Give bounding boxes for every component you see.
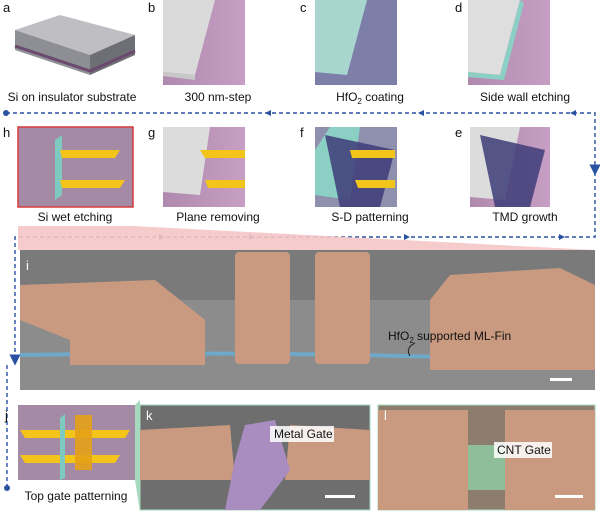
panel-letter: i [26, 258, 29, 273]
panel-a [14, 15, 136, 75]
label-bg [494, 442, 552, 458]
caption: Si on insulator substrate [8, 90, 137, 104]
caption: Si wet etching [38, 210, 113, 224]
caption-part: coating [362, 90, 404, 104]
caption-sub: 2 [357, 97, 362, 106]
annotation-sub: 2 [409, 336, 414, 345]
panel-letters: a b c d h g f e i j k l [3, 0, 462, 423]
annotation-part: supported ML-Fin [414, 329, 511, 343]
zoom-band-j [135, 400, 140, 512]
panel-k [139, 404, 371, 511]
annotation: HfO2 supported ML-Fin [388, 329, 511, 345]
panel-h [17, 126, 134, 208]
panel-letter: c [300, 0, 307, 15]
panel-letter: a [3, 0, 11, 15]
pointer [407, 342, 416, 357]
caption: Top gate patterning [25, 489, 128, 503]
panel-i [19, 250, 596, 390]
panel-l [377, 404, 596, 511]
panel-f [315, 127, 397, 207]
panel-letter: j [4, 408, 8, 423]
caption: Side wall etching [480, 90, 570, 104]
annotation-part: HfO [388, 329, 409, 343]
caption-part: HfO [336, 90, 357, 104]
annotation: Metal Gate [274, 427, 333, 441]
panel-e [470, 127, 550, 207]
label-bg [270, 426, 334, 442]
panel-letter: h [3, 125, 10, 140]
flow-arrows [3, 110, 600, 491]
caption: 300 nm-step [185, 90, 252, 104]
caption: S-D patterning [331, 210, 408, 224]
caption: TMD growth [492, 210, 557, 224]
panel-b [163, 0, 245, 85]
panel-c [315, 0, 397, 85]
panel-letter: b [148, 0, 155, 15]
panel-letter: g [148, 125, 155, 140]
panel-g [163, 127, 245, 207]
zoom-band [18, 207, 595, 250]
panel-letter: f [300, 125, 304, 140]
panel-j [18, 405, 135, 480]
annotation: CNT Gate [497, 443, 551, 457]
panel-letter: l [384, 408, 387, 423]
panel-letter: k [146, 408, 153, 423]
caption: HfO2 coating [336, 90, 404, 106]
panel-d [468, 0, 550, 85]
panel-letter: d [455, 0, 462, 15]
caption: Plane removing [176, 210, 259, 224]
panel-letter: e [455, 125, 462, 140]
